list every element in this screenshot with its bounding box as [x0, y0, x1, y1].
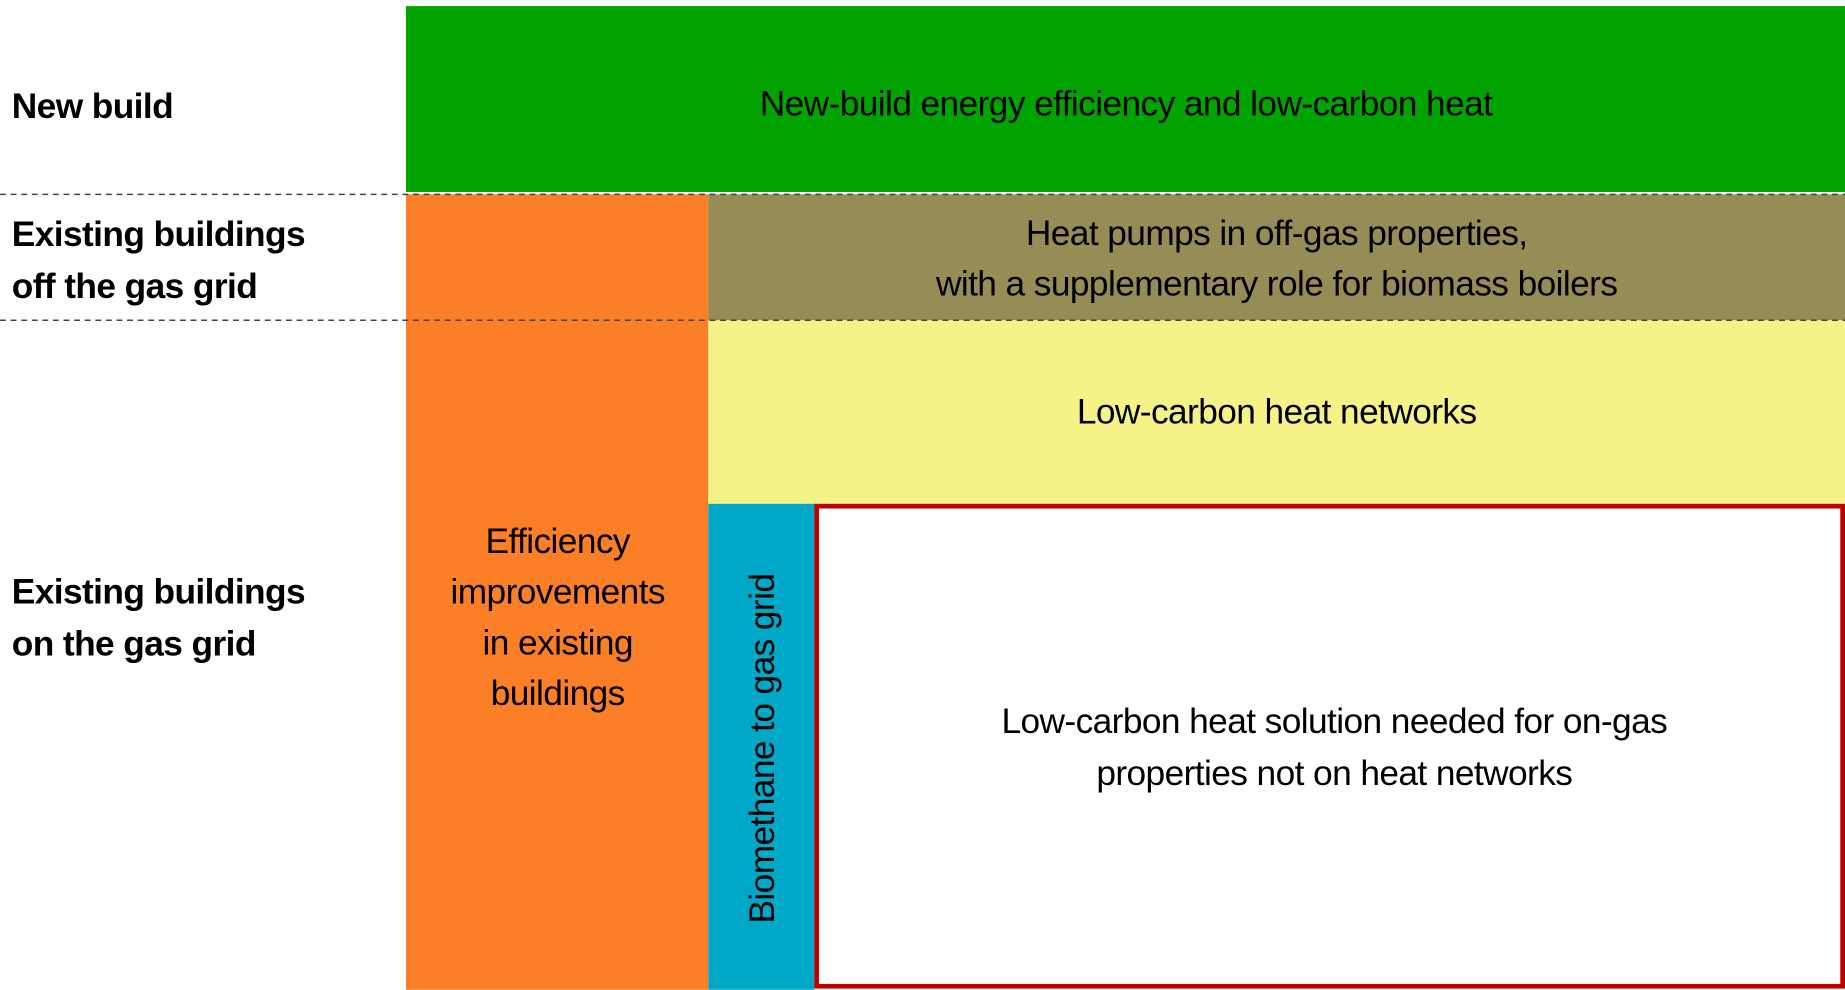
biomethane-block	[708, 503, 815, 990]
row-label: off the gas grid	[12, 267, 257, 306]
block-label: improvements	[450, 573, 665, 612]
row-label: New build	[12, 87, 173, 126]
block-label: Biomethane to gas grid	[743, 574, 782, 924]
block-label: New-build energy efficiency and low-carb…	[760, 84, 1493, 123]
block-label: Low-carbon heat networks	[1077, 393, 1477, 432]
block-label: Heat pumps in off-gas properties,	[1026, 214, 1528, 253]
solution-block	[814, 503, 1845, 989]
new-build-block	[405, 6, 1845, 193]
block-label: with a supplementary role for biomass bo…	[935, 264, 1617, 303]
row-label: Existing buildings	[12, 573, 305, 612]
heat-networks-block	[708, 320, 1845, 504]
row-label: Existing buildings	[12, 215, 305, 254]
block-label: properties not on heat networks	[1096, 754, 1572, 793]
row-label: on the gas grid	[12, 625, 256, 664]
efficiency-block	[405, 194, 709, 990]
block-label: Low-carbon heat solution needed for on-g…	[1001, 702, 1667, 741]
block-label: buildings	[491, 674, 625, 713]
heat-pumps-block	[708, 194, 1845, 321]
block-label: Efficiency	[486, 522, 631, 561]
block-label: in existing	[483, 623, 633, 662]
